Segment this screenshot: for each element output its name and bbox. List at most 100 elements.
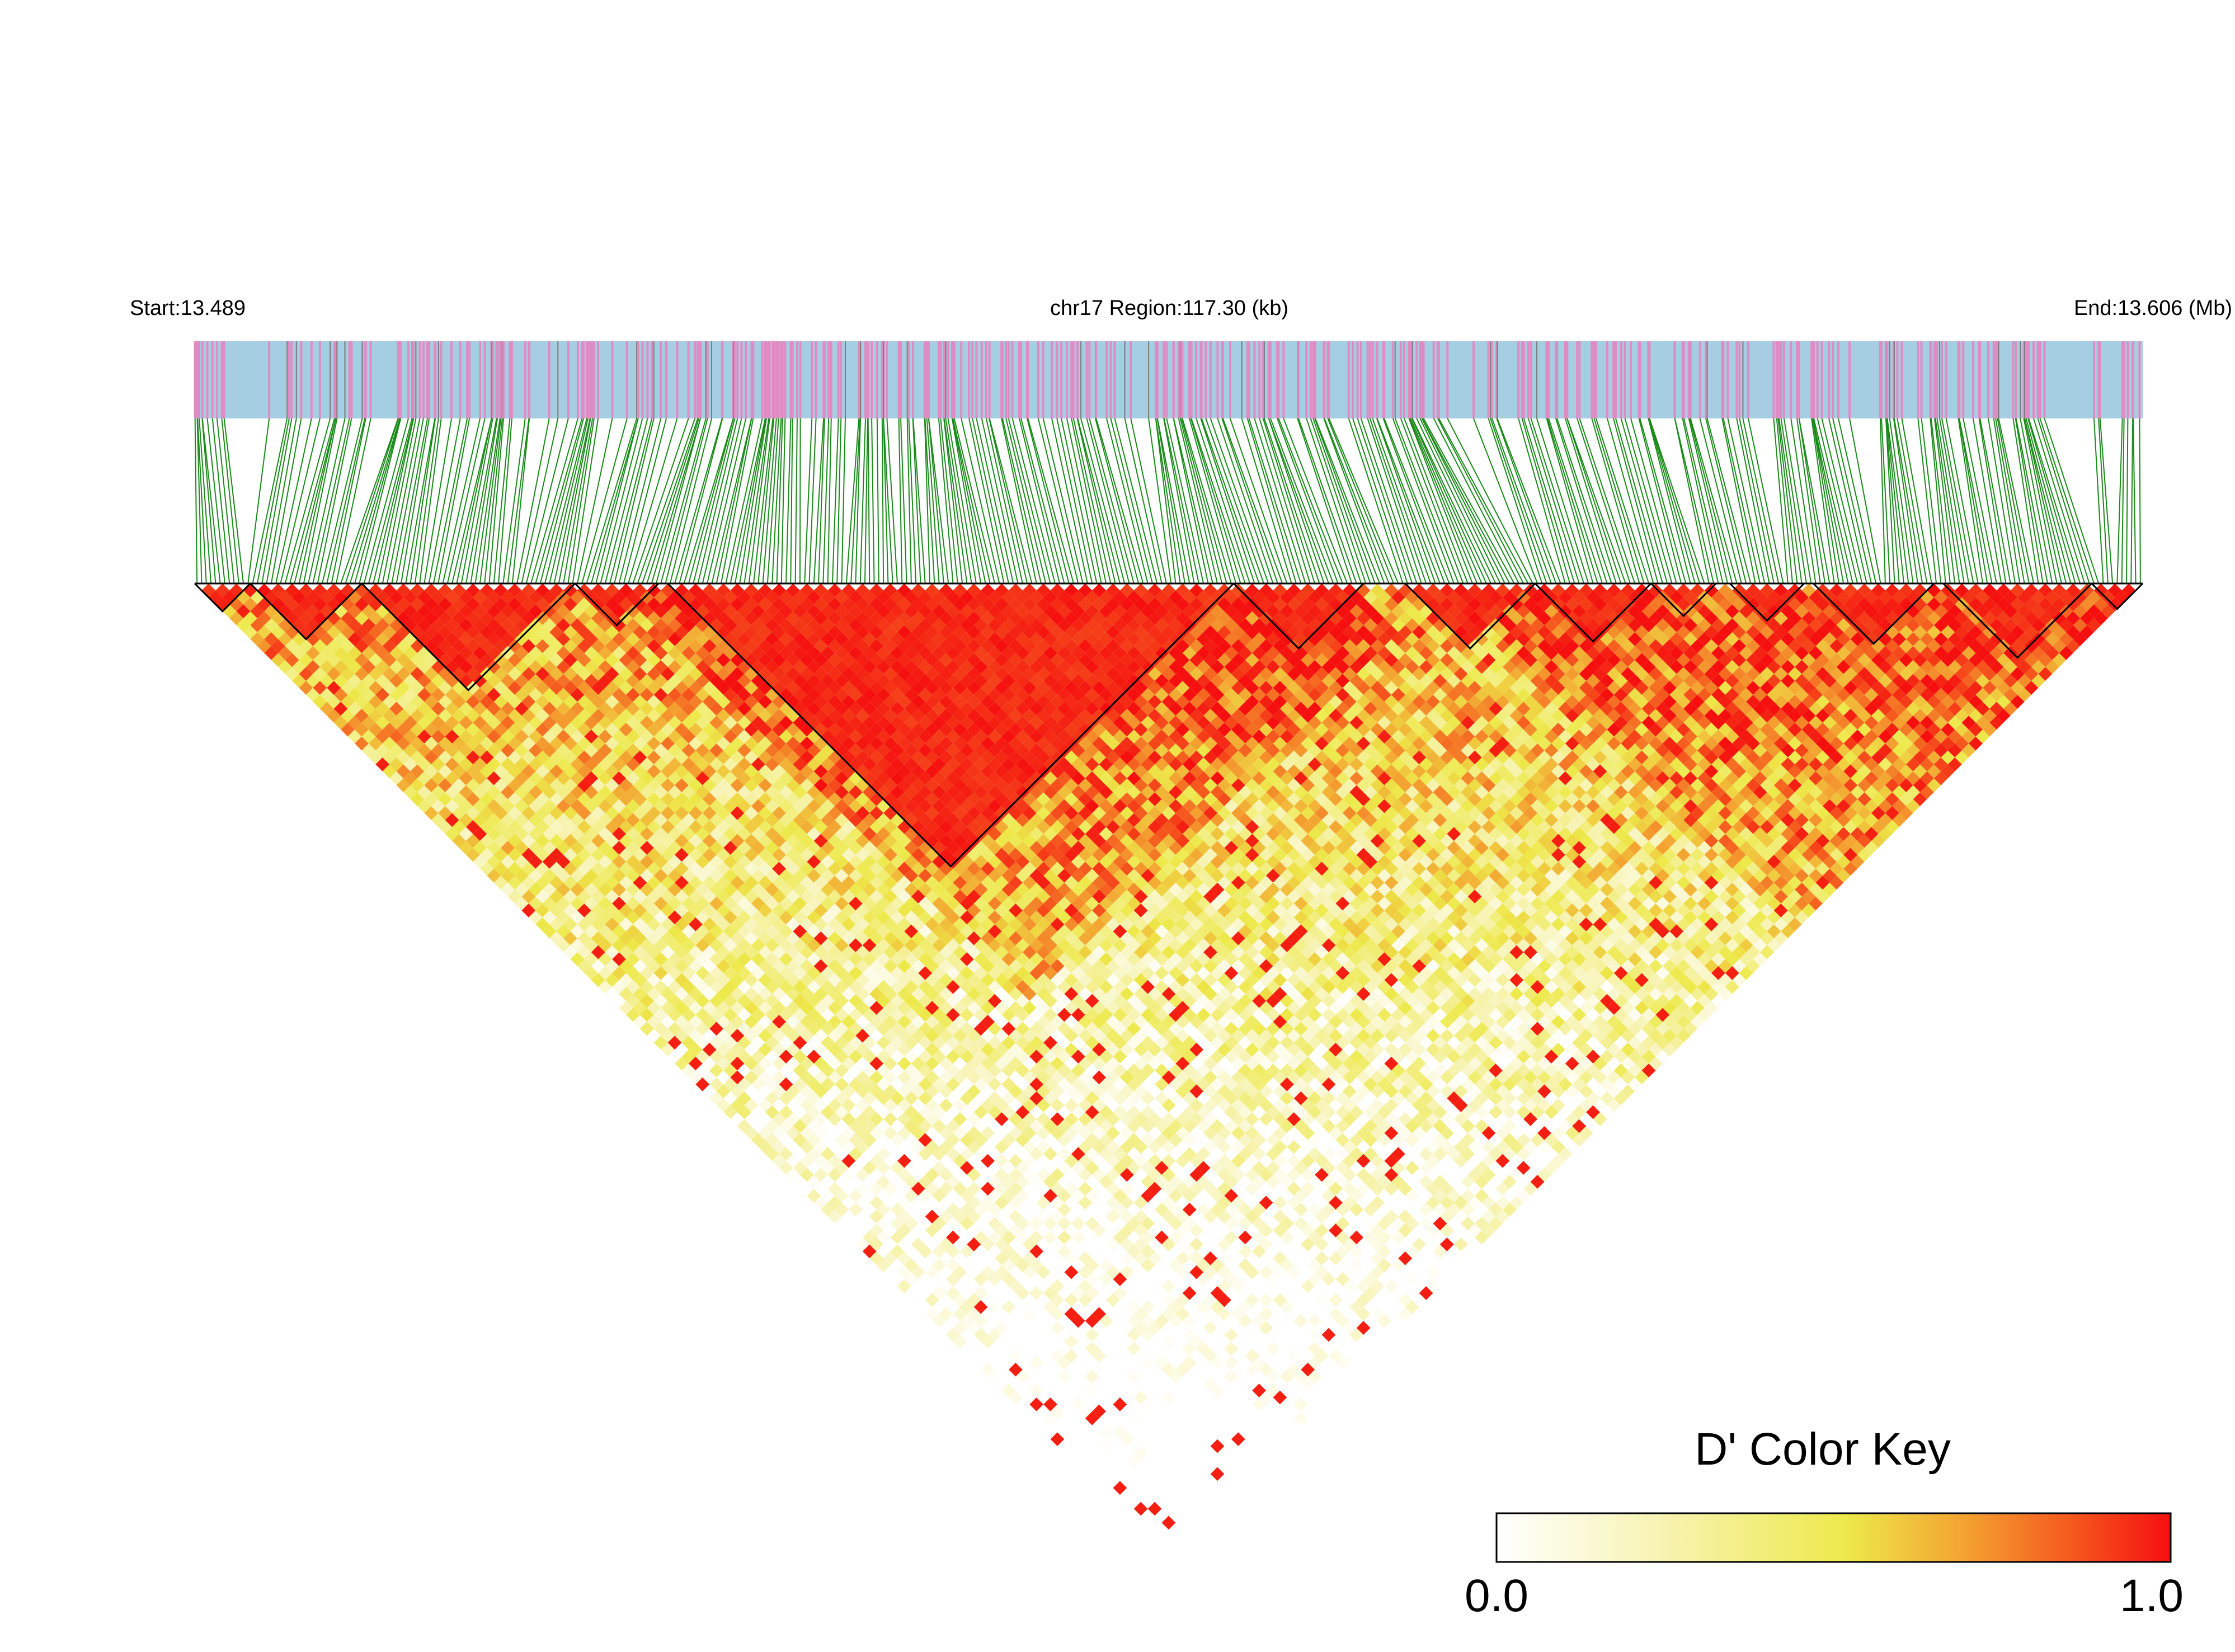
ld-cell bbox=[431, 785, 445, 799]
ld-cell bbox=[341, 694, 355, 709]
ld-cell bbox=[987, 1286, 1002, 1300]
ld-cell bbox=[521, 764, 536, 779]
snp-connector bbox=[2130, 418, 2134, 584]
ld-cell bbox=[1022, 1293, 1037, 1307]
snp-connector bbox=[1959, 418, 1993, 584]
ld-cell bbox=[709, 1091, 724, 1105]
ld-cell bbox=[542, 868, 557, 883]
ld-cell bbox=[319, 674, 334, 688]
snp-connector bbox=[1182, 418, 1232, 584]
ld-cell bbox=[1099, 1356, 1113, 1370]
snp-connector bbox=[1400, 418, 1464, 584]
ld-cell bbox=[967, 1223, 981, 1237]
ld-cell bbox=[535, 806, 550, 820]
ld-cell bbox=[723, 1105, 737, 1119]
ld-cell bbox=[563, 945, 577, 959]
snp-connector bbox=[256, 418, 290, 584]
ld-cell bbox=[1133, 1460, 1148, 1474]
ld-cell bbox=[973, 1328, 988, 1342]
ld-cell bbox=[501, 868, 515, 883]
ld-cell bbox=[1071, 1369, 1085, 1384]
ld-cell bbox=[1099, 1453, 1113, 1467]
ld-cell bbox=[807, 1105, 821, 1119]
snp-connector bbox=[1210, 418, 1269, 584]
ld-cell bbox=[633, 945, 647, 959]
ld-cell bbox=[688, 945, 703, 959]
snp-connector bbox=[780, 418, 786, 584]
snp-connector bbox=[2139, 418, 2141, 584]
ld-cell bbox=[591, 903, 605, 917]
snp-connector bbox=[827, 418, 832, 584]
ld-cell bbox=[473, 813, 487, 827]
snp-connector bbox=[303, 418, 338, 584]
ld-cell bbox=[368, 681, 383, 695]
snp-connector bbox=[1683, 418, 1724, 584]
ld-cell bbox=[799, 1140, 814, 1154]
snp-connector bbox=[1638, 418, 1682, 584]
ld-cell bbox=[327, 694, 341, 709]
ld-cell bbox=[939, 1196, 953, 1210]
ld-cell bbox=[667, 952, 682, 966]
ld-cell bbox=[507, 778, 522, 793]
snp-connector bbox=[1409, 418, 1478, 584]
ld-cell bbox=[368, 667, 383, 681]
snp-connector bbox=[474, 418, 501, 584]
ld-cell bbox=[793, 1175, 807, 1189]
ld-cell bbox=[1008, 1335, 1023, 1349]
snp-connector bbox=[1180, 418, 1227, 584]
ld-cell bbox=[459, 841, 473, 855]
ld-cell bbox=[1155, 1439, 1169, 1453]
ld-cell bbox=[744, 1015, 759, 1029]
snp-connector bbox=[989, 418, 1033, 584]
ld-cell bbox=[493, 764, 508, 779]
snp-connector bbox=[1263, 418, 1320, 584]
snp-connector bbox=[953, 418, 996, 584]
snp-connector bbox=[1648, 418, 1696, 584]
ld-cell bbox=[410, 708, 425, 723]
ld-cell bbox=[653, 938, 668, 953]
ld-cell bbox=[563, 834, 577, 848]
ld-cell bbox=[347, 618, 362, 633]
snp-connector bbox=[961, 418, 1000, 584]
ld-cell bbox=[424, 722, 439, 737]
ld-cell bbox=[667, 966, 682, 980]
snp-connector bbox=[1521, 418, 1571, 584]
ld-cell bbox=[368, 722, 383, 737]
snp-connector bbox=[1173, 418, 1209, 584]
ld-cell bbox=[375, 757, 390, 771]
snp-connector bbox=[1674, 418, 1710, 584]
snp-connector bbox=[2028, 418, 2081, 584]
ld-cell bbox=[855, 1112, 870, 1126]
ld-cell bbox=[981, 1237, 995, 1251]
ld-cell bbox=[1050, 1321, 1065, 1335]
ld-cell bbox=[779, 1049, 793, 1064]
ld-cell bbox=[681, 952, 696, 966]
ld-cell bbox=[493, 876, 508, 890]
ld-cell bbox=[382, 736, 397, 751]
ld-cell bbox=[799, 1098, 814, 1113]
ld-cell bbox=[319, 660, 334, 674]
ld-cell bbox=[1008, 1279, 1023, 1293]
ld-cell bbox=[737, 1063, 751, 1077]
snp-connector bbox=[442, 418, 481, 584]
ld-cell bbox=[967, 1293, 981, 1307]
ld-cell bbox=[1008, 1376, 1023, 1391]
ld-cell bbox=[841, 1196, 856, 1210]
ld-cell bbox=[285, 597, 299, 611]
ld-cell bbox=[688, 1042, 703, 1057]
ld-cell bbox=[911, 1237, 925, 1251]
ld-cell bbox=[473, 757, 487, 771]
ld-cell bbox=[904, 1286, 919, 1300]
snp-connector bbox=[1566, 418, 1626, 584]
ld-cell bbox=[1099, 1383, 1113, 1397]
ld-cell bbox=[1133, 1404, 1148, 1419]
ld-cell bbox=[1099, 1481, 1113, 1495]
snp-connector bbox=[1221, 418, 1278, 584]
ld-cell bbox=[995, 1279, 1009, 1293]
ld-cell bbox=[257, 625, 271, 639]
snp-connector bbox=[1881, 418, 1891, 584]
ld-cell bbox=[389, 632, 404, 646]
ld-cell bbox=[862, 1244, 877, 1259]
ld-cell bbox=[1175, 1515, 1190, 1530]
ld-cell bbox=[848, 1216, 863, 1231]
